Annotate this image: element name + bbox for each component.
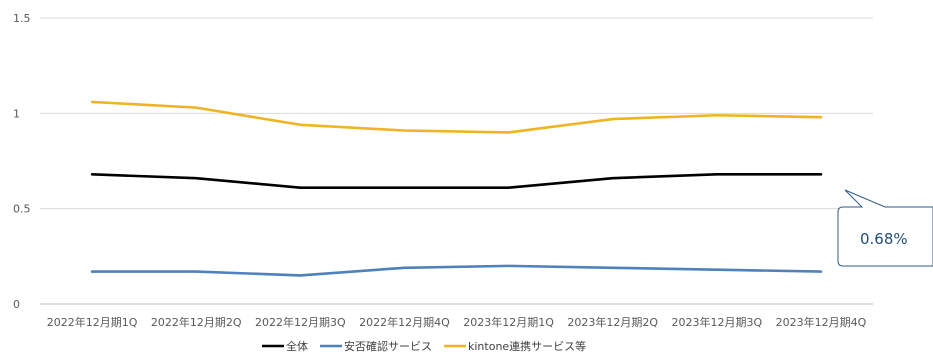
y-tick-label: 0.5 <box>13 203 31 216</box>
x-tick-label: 2022年12月期1Q <box>47 315 138 329</box>
x-tick-label: 2023年12月期1Q <box>463 315 554 329</box>
callout-bubble <box>837 189 933 267</box>
callout-label: 0.68% <box>860 230 908 248</box>
series-line <box>90 173 823 189</box>
x-axis-ticks: 2022年12月期1Q 2022年12月期2Q 2022年12月期3Q 2022年12… <box>47 315 867 329</box>
series-line <box>90 100 823 134</box>
y-axis-ticks: 0 0.5 1 1.5 <box>13 12 31 311</box>
legend-label: 全体 <box>286 339 308 353</box>
x-tick-label: 2023年12月期4Q <box>776 315 867 329</box>
x-tick-label: 2023年12月期3Q <box>671 315 762 329</box>
legend-item: 安否確認サービス <box>320 339 432 353</box>
y-tick-label: 1.5 <box>13 12 31 25</box>
legend: 全体 安否確認サービス kintone連携サービス等 <box>262 339 586 353</box>
x-tick-label: 2022年12月期3Q <box>255 315 346 329</box>
series-lines <box>90 100 823 277</box>
y-tick-label: 0 <box>13 298 20 311</box>
legend-label: kintone連携サービス等 <box>468 339 586 353</box>
series-line <box>90 264 823 277</box>
x-tick-label: 2022年12月期4Q <box>359 315 450 329</box>
legend-item: kintone連携サービス等 <box>444 339 586 353</box>
callout: 0.68% <box>837 189 933 267</box>
y-tick-label: 1 <box>13 107 20 120</box>
legend-label: 安否確認サービス <box>344 339 432 353</box>
x-tick-label: 2022年12月期2Q <box>151 315 242 329</box>
legend-item: 全体 <box>262 339 308 353</box>
gridlines <box>40 17 873 305</box>
x-tick-label: 2023年12月期2Q <box>567 315 658 329</box>
